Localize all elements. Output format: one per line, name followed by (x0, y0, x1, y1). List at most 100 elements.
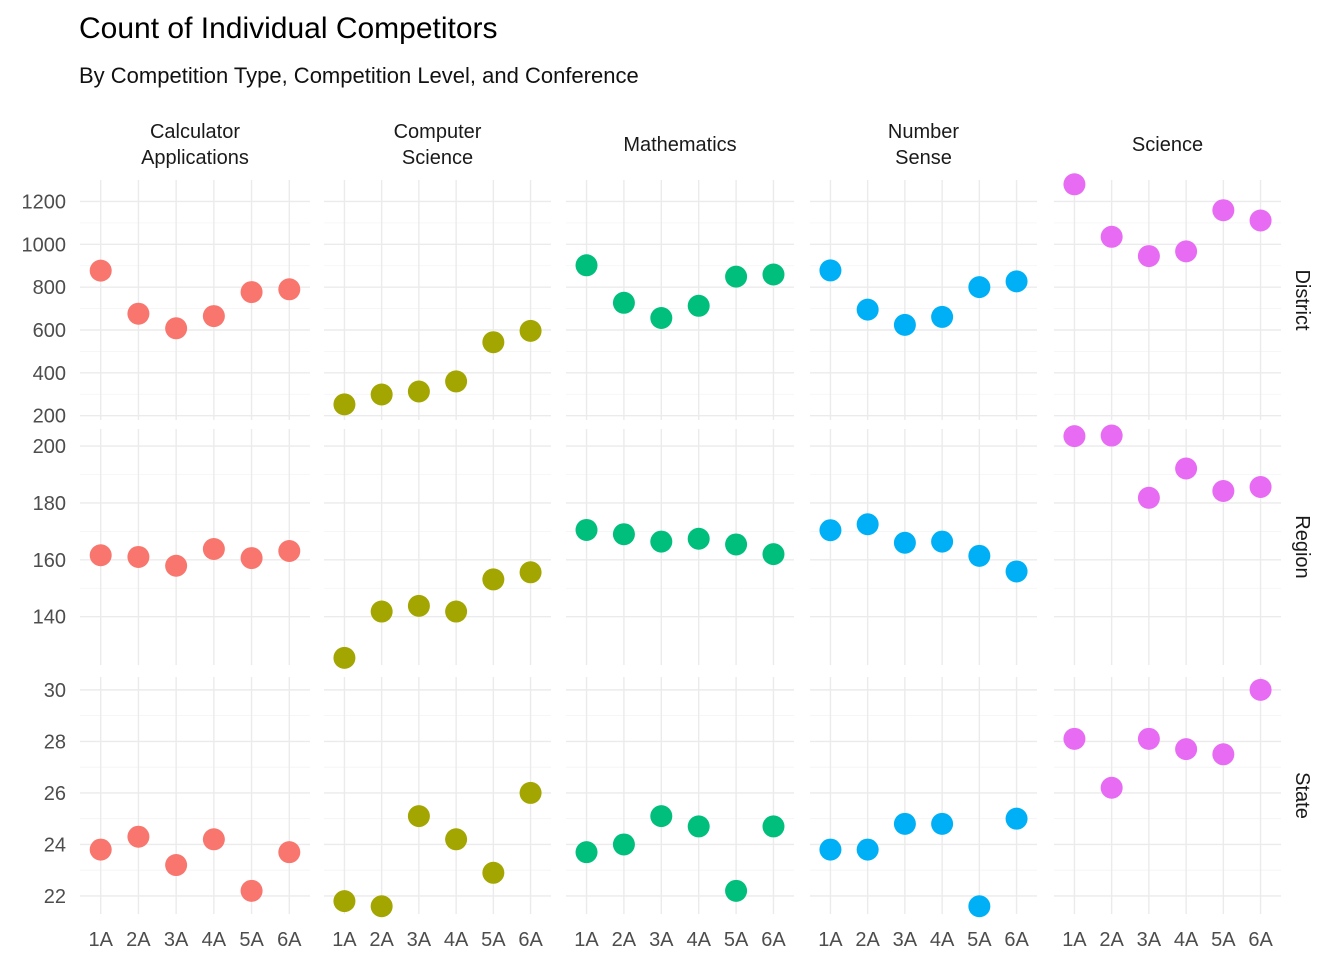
x-tick-calc-2A: 2A (126, 929, 151, 951)
facet-label-cs-line2: Science (402, 147, 473, 169)
point-region-calc-2A (127, 545, 150, 568)
point-region-ns-3A (893, 531, 916, 554)
point-region-math-5A (725, 533, 748, 556)
point-region-math-6A (762, 543, 785, 566)
point-region-sci-6A (1249, 476, 1272, 499)
point-district-calc-6A (278, 278, 301, 301)
point-state-calc-4A (202, 828, 225, 851)
x-tick-calc-5A: 5A (239, 929, 264, 951)
point-district-math-4A (687, 294, 710, 317)
point-district-math-2A (612, 291, 635, 314)
point-state-sci-5A (1212, 743, 1235, 766)
point-state-sci-3A (1137, 727, 1160, 750)
facet-label-state: State (1291, 772, 1313, 819)
y-tick-state-30: 30 (44, 680, 66, 702)
point-state-ns-4A (931, 812, 954, 835)
point-district-calc-2A (127, 302, 150, 325)
point-state-calc-3A (165, 854, 188, 877)
point-district-cs-4A (445, 370, 468, 393)
point-state-calc-2A (127, 825, 150, 848)
point-state-ns-3A (893, 812, 916, 835)
point-region-math-3A (650, 530, 673, 553)
point-district-math-5A (725, 265, 748, 288)
y-tick-region-180: 180 (33, 493, 66, 515)
x-tick-cs-3A: 3A (407, 929, 432, 951)
point-district-cs-5A (482, 331, 505, 354)
point-district-calc-5A (240, 281, 263, 304)
x-tick-ns-6A: 6A (1004, 929, 1029, 951)
y-tick-district-1200: 1200 (22, 191, 67, 213)
x-tick-math-2A: 2A (612, 929, 637, 951)
point-region-calc-1A (89, 544, 112, 567)
facet-label-calc-line2: Applications (141, 147, 249, 169)
point-district-sci-6A (1249, 209, 1272, 232)
point-state-ns-1A (819, 838, 842, 861)
point-state-ns-5A (968, 895, 991, 918)
point-district-math-1A (575, 254, 598, 277)
x-tick-sci-5A: 5A (1211, 929, 1236, 951)
x-tick-cs-5A: 5A (481, 929, 506, 951)
point-region-math-4A (687, 527, 710, 550)
chart-title: Count of Individual Competitors (79, 12, 498, 45)
point-region-calc-6A (278, 539, 301, 562)
point-district-calc-1A (89, 259, 112, 282)
point-state-cs-6A (519, 781, 542, 804)
point-region-cs-5A (482, 568, 505, 591)
point-region-cs-4A (445, 600, 468, 623)
point-state-math-4A (687, 815, 710, 838)
point-district-math-3A (650, 307, 673, 329)
facet-label-calc-line1: Calculator (150, 121, 240, 143)
x-tick-cs-4A: 4A (444, 929, 469, 951)
point-region-ns-5A (968, 544, 991, 567)
x-tick-math-6A: 6A (761, 929, 786, 951)
point-state-sci-1A (1063, 727, 1086, 750)
point-district-sci-3A (1137, 245, 1160, 268)
point-region-ns-4A (931, 530, 954, 553)
facet-label-region: Region (1291, 515, 1313, 578)
point-district-ns-1A (819, 259, 842, 282)
point-region-sci-1A (1063, 425, 1086, 448)
y-tick-state-26: 26 (44, 783, 66, 805)
facet-label-district: District (1291, 269, 1313, 331)
point-region-sci-3A (1137, 486, 1160, 509)
y-tick-state-24: 24 (44, 834, 66, 856)
point-state-math-5A (725, 879, 748, 902)
x-tick-sci-3A: 3A (1137, 929, 1162, 951)
x-tick-math-4A: 4A (686, 929, 711, 951)
point-region-calc-5A (240, 547, 263, 570)
facet-label-cs-line1: Computer (394, 121, 482, 143)
point-state-ns-6A (1005, 807, 1028, 830)
point-region-math-2A (612, 523, 635, 546)
x-tick-math-1A: 1A (574, 929, 599, 951)
point-state-calc-5A (240, 879, 263, 902)
point-district-ns-2A (856, 298, 879, 321)
point-region-calc-3A (165, 554, 188, 577)
point-state-cs-2A (370, 895, 393, 918)
point-district-sci-2A (1100, 225, 1123, 248)
point-district-cs-1A (333, 393, 356, 416)
point-district-sci-4A (1175, 240, 1198, 263)
x-tick-sci-6A: 6A (1248, 929, 1273, 951)
x-tick-cs-1A: 1A (332, 929, 357, 951)
y-tick-region-160: 160 (33, 550, 66, 572)
point-state-cs-5A (482, 861, 505, 884)
point-district-ns-5A (968, 276, 991, 299)
point-state-cs-4A (445, 828, 468, 851)
point-state-ns-2A (856, 838, 879, 861)
point-state-sci-6A (1249, 678, 1272, 701)
point-region-ns-2A (856, 513, 879, 536)
point-region-cs-6A (519, 561, 542, 584)
y-tick-district-200: 200 (33, 406, 66, 428)
x-tick-calc-4A: 4A (202, 929, 227, 951)
point-district-math-6A (762, 263, 785, 286)
x-tick-cs-2A: 2A (369, 929, 394, 951)
point-region-calc-4A (202, 537, 225, 560)
point-state-math-6A (762, 815, 785, 838)
facet-label-ns-line2: Sense (895, 147, 952, 169)
x-tick-sci-4A: 4A (1174, 929, 1199, 951)
point-state-cs-1A (333, 890, 356, 913)
x-tick-ns-1A: 1A (818, 929, 843, 951)
x-tick-cs-6A: 6A (518, 929, 543, 951)
x-tick-math-5A: 5A (724, 929, 749, 951)
